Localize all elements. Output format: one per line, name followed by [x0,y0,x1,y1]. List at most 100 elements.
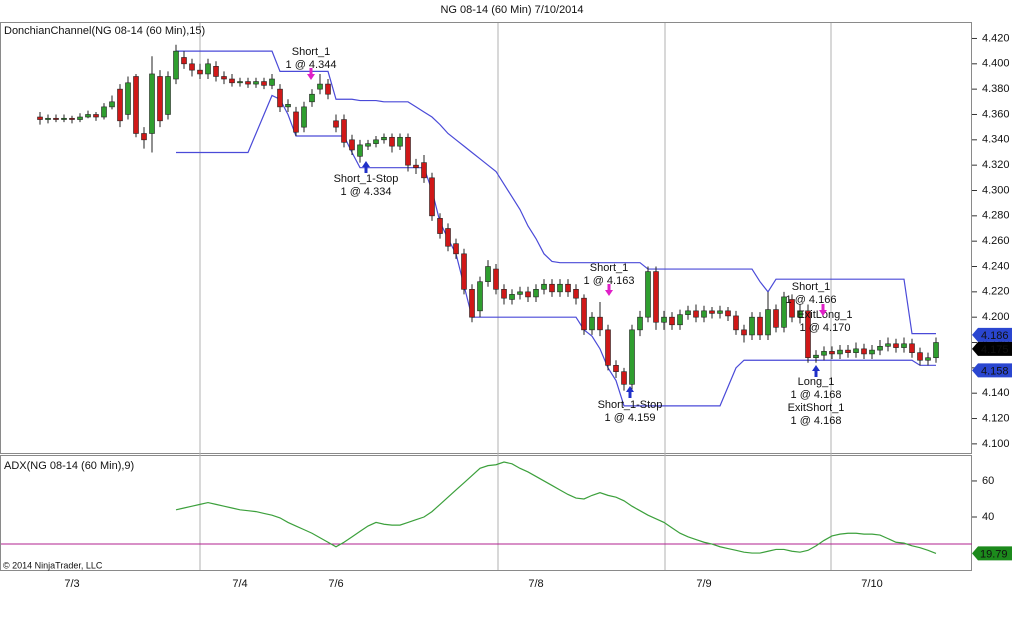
y-tick-label: 4.220 [982,286,1010,298]
candle-body [677,314,683,326]
candle-body [461,253,467,290]
candle-body [557,283,563,293]
candle-body [469,289,475,318]
candle-body [933,342,939,359]
trade-label: Short_1 [792,281,831,293]
candle-body [605,329,611,366]
candle-body [261,81,267,86]
candle-body [421,162,427,179]
candle-body [277,88,283,108]
y-tick-label: 4.360 [982,108,1010,120]
candle-body [645,271,651,318]
candle-body [669,316,675,326]
y-tick-label: 60 [982,475,994,487]
trade-label: 1 @ 4.163 [584,275,635,287]
candle-body [149,73,155,134]
candle-body [837,349,843,355]
candle-body [621,371,627,385]
candle-body [405,136,411,166]
chart-title: NG 08-14 (60 Min) 7/10/2014 [440,4,583,16]
candle-body [861,348,867,355]
trade-label: 1 @ 4.344 [286,59,337,71]
candle-body [757,316,763,336]
candle-body [493,268,499,290]
candle-body [477,281,483,312]
candle-body [613,365,619,372]
candle-body [589,316,595,331]
candle-body [485,266,491,283]
candle-body [181,57,187,65]
candle-body [397,136,403,147]
candle-body [349,139,355,151]
y-tick-label: 4.400 [982,58,1010,70]
candle-body [357,144,363,157]
candle-body [341,119,347,143]
candle-body [517,291,523,295]
candle-body [629,329,635,385]
candle-body [117,88,123,122]
candle-body [653,271,659,323]
trade-arrow [605,284,613,296]
candle-body [157,76,163,122]
candle-body [853,348,859,353]
candle-body [885,343,891,347]
candle-body [805,310,811,359]
y-tick-label: 4.140 [982,387,1010,399]
trade-arrow [307,68,315,80]
candle-body [389,136,395,147]
y-tick-label: 4.280 [982,210,1010,222]
y-tick-label: 4.200 [982,311,1010,323]
trade-label: Short_1 [590,262,629,274]
candle-body [685,310,691,315]
candle-body [229,78,235,84]
candle-body [549,283,555,293]
candle-body [741,329,747,336]
y-tick-label: 4.240 [982,260,1010,272]
candle-body [69,117,75,120]
candle-body [93,114,99,118]
candle-body [701,310,707,318]
candle-body [221,76,227,80]
candle-body [309,93,315,103]
candle-body [381,136,387,141]
candle-body [813,354,819,359]
candle-body [453,243,459,255]
y-tick-label: 4.340 [982,134,1010,146]
candle-body [165,76,171,115]
candle-body [573,289,579,299]
candle-body [53,117,59,120]
price-marker [972,327,1012,342]
candle-body [821,351,827,356]
candle-body [333,120,339,128]
candle-body [797,310,803,318]
x-tick-label: 7/8 [528,578,543,590]
candle-body [301,106,307,128]
candle-body [661,316,667,323]
x-tick-label: 7/9 [696,578,711,590]
trade-label: Short_1 [292,46,331,58]
candle-body [637,316,643,331]
candle-body [245,81,251,85]
x-tick-label: 7/10 [861,578,882,590]
candle-body [269,78,275,86]
candle-body [37,116,43,120]
candle-body [509,294,515,300]
price-marker [972,341,1012,356]
copyright: © 2014 NinjaTrader, LLC [3,560,103,570]
candle-body [237,81,243,84]
candle-body [765,309,771,336]
candle-body [533,289,539,298]
price-marker-label: 4.158 [981,365,1009,377]
trade-label: ExitShort_1 [788,402,845,414]
line [176,94,936,407]
y-tick-label: 4.380 [982,83,1010,95]
candle-body [365,143,371,147]
trade-arrow [362,161,370,173]
trade-label: Long_1 [798,376,835,388]
candle-body [773,309,779,328]
trade-label: ExitLong_1 [797,309,852,321]
candle-body [189,63,195,71]
panel-label: DonchianChannel(NG 08-14 (60 Min),15) [4,25,205,37]
candle-body [869,349,875,355]
